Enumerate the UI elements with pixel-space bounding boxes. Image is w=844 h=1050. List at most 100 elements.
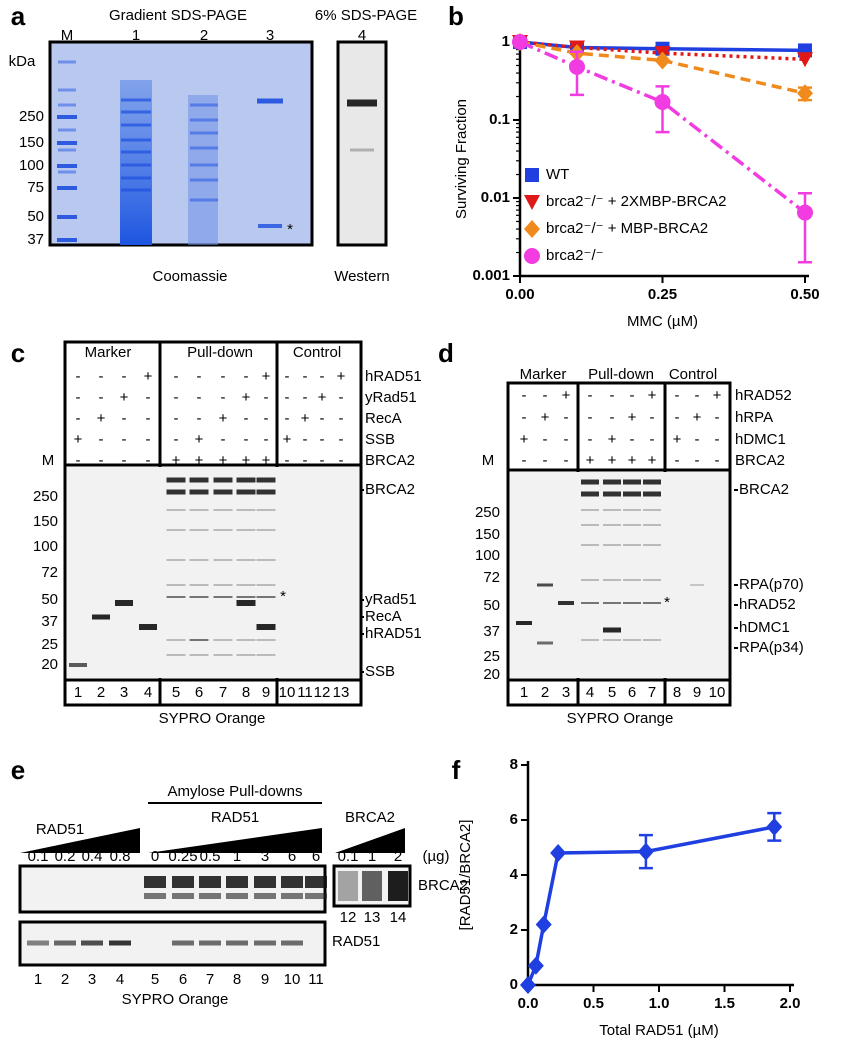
sign: - — [588, 431, 593, 448]
marker-label: 75 — [27, 179, 44, 196]
gel-band — [643, 544, 661, 546]
marker-label: 100 — [33, 538, 58, 555]
marker-label: 50 — [483, 597, 500, 614]
sign: + — [673, 431, 682, 448]
marker-label: 150 — [475, 526, 500, 543]
gel-band — [623, 579, 641, 581]
gel-band — [139, 624, 157, 630]
sign: - — [675, 452, 680, 469]
gel-band — [144, 876, 166, 888]
lane-label: 4 — [358, 27, 366, 44]
amount: 1 — [368, 848, 376, 865]
row-label: hRPA — [735, 409, 773, 426]
sign: + — [242, 452, 251, 469]
band-label: hRAD52 — [739, 596, 796, 613]
gel-band — [213, 489, 233, 495]
gel-e-top — [18, 864, 327, 914]
sign: - — [76, 368, 81, 385]
gel-band — [213, 639, 233, 641]
sign: - — [339, 410, 344, 427]
x-tick-label: 0.50 — [790, 286, 819, 303]
sign: - — [99, 389, 104, 406]
gel-band — [166, 529, 186, 531]
gel-band — [581, 579, 599, 581]
gel-band — [256, 489, 276, 495]
gel-band — [115, 600, 133, 606]
gel-band — [58, 128, 76, 132]
gel-band — [236, 584, 256, 586]
sign: + — [608, 431, 617, 448]
gel-band — [213, 529, 233, 531]
gel-band — [27, 940, 49, 946]
sign: - — [630, 431, 635, 448]
gel-d — [510, 472, 728, 678]
group-label: Control — [293, 344, 341, 361]
sign: + — [172, 452, 181, 469]
sign: - — [303, 452, 308, 469]
gel-band — [257, 98, 283, 104]
gel-band — [603, 602, 621, 604]
gel-band — [236, 654, 256, 656]
gel-band — [57, 238, 77, 242]
sign: - — [221, 368, 226, 385]
data-point — [520, 976, 536, 994]
row-label: BRCA2 — [365, 452, 415, 469]
gel-band — [281, 876, 303, 888]
sign: - — [122, 368, 127, 385]
lane-number: 9 — [262, 684, 270, 701]
sign: - — [630, 387, 635, 404]
wedge-label: RAD51 — [211, 809, 259, 826]
band-label: hRAD51 — [365, 625, 422, 642]
gel-band — [347, 99, 377, 107]
marker-label: 50 — [41, 591, 58, 608]
gel-band — [69, 663, 87, 667]
sign: + — [195, 452, 204, 469]
wedge — [148, 828, 322, 853]
marker-label: 72 — [41, 564, 58, 581]
y-tick-label: 0 — [510, 976, 518, 993]
x-axis-label: Total RAD51 (µM) — [599, 1022, 719, 1039]
lane-number: 1 — [520, 684, 528, 701]
lane-number: 6 — [628, 684, 636, 701]
gel-caption: Western — [334, 268, 390, 285]
sign: - — [320, 368, 325, 385]
gel-band — [256, 559, 276, 561]
marker-label: 25 — [483, 648, 500, 665]
gel-caption: SYPRO Orange — [567, 710, 674, 727]
sign: - — [146, 410, 151, 427]
gel-band — [581, 491, 599, 497]
gel-band — [172, 940, 194, 946]
amount: 0.4 — [82, 848, 103, 865]
sign: - — [522, 409, 527, 426]
sign: + — [628, 409, 637, 426]
marker-label: 250 — [475, 504, 500, 521]
x-tick-label: 0.5 — [583, 995, 604, 1012]
sign: - — [221, 431, 226, 448]
sign: - — [320, 410, 325, 427]
gel-band — [258, 224, 282, 228]
amount: 0.8 — [110, 848, 131, 865]
gel-band — [213, 584, 233, 586]
gel-band — [189, 559, 209, 561]
y-tick-label: 2 — [510, 921, 518, 938]
gel-band — [623, 509, 641, 511]
lane-number: 4 — [116, 971, 124, 988]
sign: - — [99, 452, 104, 469]
sign: - — [650, 409, 655, 426]
gel-band — [166, 654, 186, 656]
group-label: Control — [669, 366, 717, 383]
row-label: SSB — [365, 431, 395, 448]
band-label: hDMC1 — [739, 619, 790, 636]
sign: - — [285, 410, 290, 427]
gel-band — [57, 141, 77, 145]
legend-label: WT — [546, 166, 569, 183]
gel-band — [643, 479, 661, 485]
marker-label: 100 — [475, 547, 500, 564]
gel-band — [190, 198, 218, 202]
lane-number: 3 — [88, 971, 96, 988]
band-label: RecA — [365, 608, 402, 625]
gel-band — [581, 509, 599, 511]
band-label: SSB — [365, 663, 395, 680]
row-label: BRCA2 — [418, 877, 468, 894]
sign: - — [588, 409, 593, 426]
